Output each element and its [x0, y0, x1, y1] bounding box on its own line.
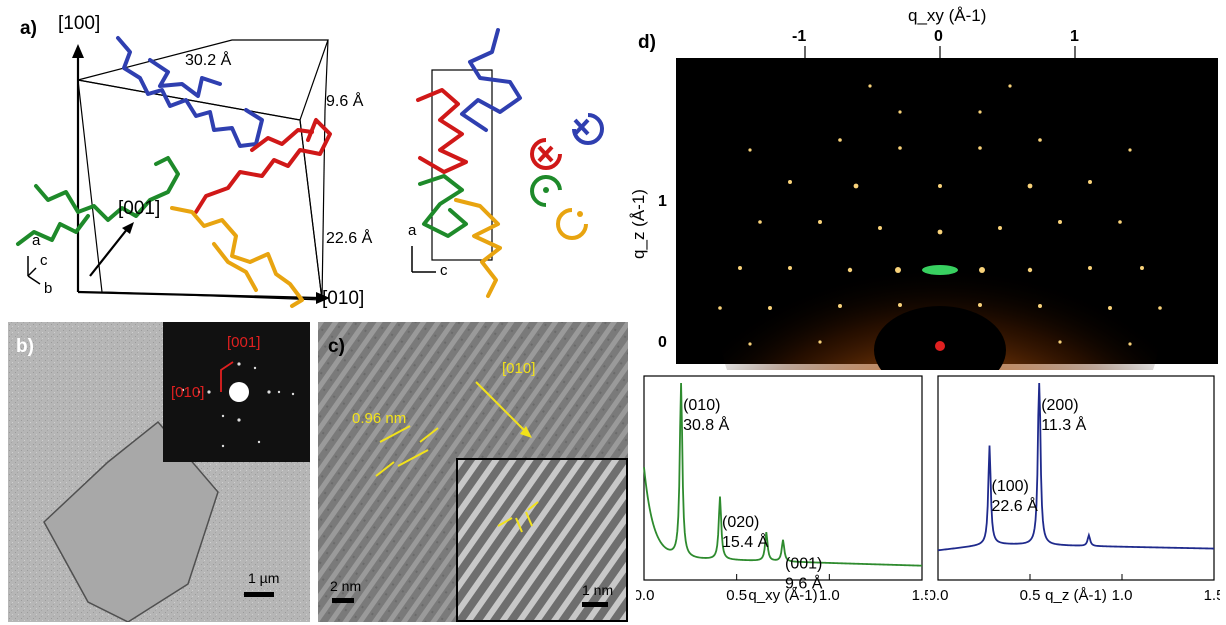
- peak-label: (200): [1041, 397, 1078, 414]
- plot-frame: [643, 375, 923, 581]
- scale-bar-inset-label: 1 nm: [582, 582, 614, 598]
- x-tick-label: 0.0: [636, 587, 654, 604]
- strong-peak: [922, 265, 958, 275]
- direction-010-arrow: [475, 381, 529, 435]
- peak-d-spacing: 22.6 Å: [992, 496, 1039, 515]
- scale-bar-main: [332, 598, 354, 603]
- x-axis-title: q_xy (Å-1): [748, 587, 817, 604]
- spacing-label: 0.96 nm: [352, 410, 407, 427]
- spacing-marker: [375, 425, 439, 477]
- yellow-molecule-branch: [212, 242, 258, 292]
- panel-c-label: c): [328, 336, 345, 357]
- panel-b-label: b): [16, 336, 34, 357]
- projection-blue: [460, 28, 522, 132]
- peak-label: (020): [722, 514, 759, 531]
- hrtem-inset: 1 nm: [456, 458, 628, 622]
- axis-100-label: [100]: [58, 13, 101, 34]
- panel-a-label: a): [20, 18, 37, 39]
- panel-c: c) 0.96 nm [010] 2 nm 1 nm: [318, 322, 628, 622]
- lattice-axes: [76, 55, 319, 300]
- triad-1: [27, 256, 41, 285]
- axis-010-arrowhead: [316, 292, 330, 304]
- x-tick-label: 1.0: [1112, 587, 1133, 604]
- direction-001-label: [001]: [227, 334, 261, 351]
- beam-stop: [935, 341, 945, 351]
- giwaxs-pattern: [676, 46, 1218, 370]
- direction-010-label-c: [010]: [502, 360, 536, 377]
- panel-d-label: d): [638, 32, 656, 53]
- peak-label: (010): [683, 397, 720, 414]
- x-tick-label: 1.0: [819, 587, 840, 604]
- central-beam: [229, 382, 249, 402]
- direction-010-label: [010]: [171, 384, 205, 401]
- peak-d-spacing: 30.8 Å: [683, 415, 730, 434]
- panel-d: d) q_xy (Å-1): [629, 0, 1226, 625]
- triad-2-c-label: c: [440, 262, 448, 279]
- top-tick-neg1: -1: [792, 28, 807, 45]
- top-axis-title: q_xy (Å-1): [908, 6, 987, 25]
- peak-label: (100): [992, 478, 1029, 495]
- axis-001-label: [001]: [118, 198, 161, 219]
- top-tick-0: 0: [934, 28, 943, 45]
- blue-molecule-branch: [148, 58, 222, 98]
- triad-2-a-label: a: [408, 222, 417, 239]
- scale-bar-main-label: 2 nm: [330, 578, 362, 594]
- series-line: [937, 382, 1215, 552]
- plot-frame: [937, 375, 1215, 581]
- triad-2: [411, 246, 436, 273]
- diffraction-spots: [718, 84, 1162, 346]
- x-tick-label: 0.5: [726, 587, 747, 604]
- shadow-region: [874, 306, 1006, 370]
- top-tick-1: 1: [1070, 28, 1079, 45]
- triad-1-a-label: a: [32, 232, 41, 249]
- panel-a: a) [100] [001] [010] 30.2 Å 9.6 Å 22.6 Å…: [0, 0, 640, 315]
- crystal-flake: [43, 420, 219, 622]
- projection-red: [416, 88, 468, 174]
- dimension-9-label: 9.6 Å: [326, 93, 364, 110]
- green-molecule: [34, 156, 180, 222]
- x-tick-label: 1.5: [912, 587, 928, 604]
- axis-001-arrowhead: [122, 222, 134, 234]
- axis-100-arrowhead: [72, 44, 84, 58]
- red-molecule: [194, 118, 332, 214]
- yellow-molecule: [170, 206, 304, 308]
- left-axis-ticks: [676, 202, 688, 345]
- peak-label: (001): [785, 555, 822, 572]
- x-tick-label: 0.0: [930, 587, 948, 604]
- scale-bar-label: 1 µm: [248, 570, 280, 586]
- peak-d-spacing: 9.6 Å: [785, 573, 823, 592]
- dimension-30-label: 30.2 Å: [185, 52, 232, 69]
- series-line: [643, 382, 923, 567]
- top-axis-ticks: [804, 46, 1076, 58]
- diffraction-inset: [001] [010]: [163, 322, 310, 462]
- left-tick-1: 1: [658, 193, 667, 210]
- red-molecule-branch: [250, 128, 314, 152]
- blue-molecule: [116, 36, 264, 148]
- triad-1-b-label: b: [44, 280, 53, 297]
- crystal-packing-figure: [16, 28, 604, 308]
- projection-yellow: [454, 198, 502, 298]
- axis-010-label: [010]: [322, 288, 365, 309]
- panel-b: b) 1 µm [001] [010]: [8, 322, 310, 622]
- scale-bar: [244, 592, 274, 597]
- x-tick-label: 0.5: [1020, 587, 1041, 604]
- triad-1-c-label: c: [40, 252, 48, 269]
- projection-green: [418, 174, 468, 238]
- green-molecule-branch: [16, 214, 90, 246]
- qz-line-chart: 0.0 0.5 1.0 1.5 q_z (Å-1) (100)22.6 Å (200)11.…: [930, 375, 1220, 604]
- dimension-22-label: 22.6 Å: [326, 230, 373, 247]
- left-axis-title: q_z (Å-1): [629, 189, 648, 259]
- x-tick-label: 1.5: [1204, 587, 1220, 604]
- peak-d-spacing: 15.4 Å: [722, 532, 769, 551]
- rotation-symbols: [530, 113, 604, 240]
- qxy-line-chart: 0.0 0.5 1.0 1.5 q_xy (Å-1) (010)30.8 Å (020)15…: [636, 375, 928, 604]
- scale-bar-inset: [582, 602, 608, 607]
- left-tick-0: 0: [658, 334, 667, 351]
- x-axis-title: q_z (Å-1): [1045, 587, 1107, 604]
- peak-d-spacing: 11.3 Å: [1041, 415, 1086, 434]
